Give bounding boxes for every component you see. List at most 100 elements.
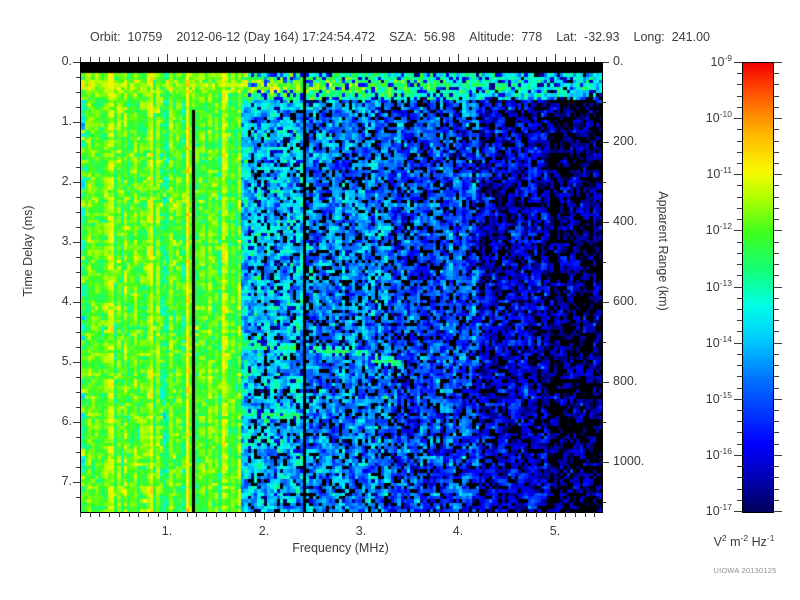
- y-axis-left-major-tick: [73, 242, 80, 243]
- y-axis-left-tick-label: 7.: [61, 474, 72, 488]
- colorbar-major-tick: [773, 230, 782, 231]
- y-axis-left-major-tick: [73, 422, 80, 423]
- x-axis-top-major-tick: [361, 54, 362, 62]
- y-axis-right-tick-label: 1000.: [613, 454, 645, 468]
- colorbar-tick-mantissa: 10: [705, 504, 720, 519]
- units-hertz-exponent: -1: [766, 533, 775, 543]
- y-axis-right-tick-label: 400.: [613, 214, 638, 228]
- colorbar: [742, 62, 774, 513]
- colorbar-major-tick: [773, 287, 782, 288]
- colorbar-major-tick: [773, 174, 782, 175]
- colorbar-major-tick: [734, 230, 742, 231]
- colorbar-units-label: V2 m-2 Hz-1: [688, 533, 800, 549]
- colorbar-tick-mantissa: 10: [705, 223, 720, 238]
- colorbar-tick-label: 10-16: [666, 446, 732, 462]
- colorbar-major-tick: [773, 118, 782, 119]
- colorbar-tick-exponent: -14: [719, 334, 732, 344]
- units-volts: V: [713, 535, 722, 550]
- ionogram-plot-area: [80, 62, 603, 513]
- colorbar-tick-label: 10-14: [666, 334, 732, 350]
- units-meters-exponent: -2: [740, 533, 749, 543]
- x-axis-tick-label: 5.: [549, 524, 561, 538]
- x-axis-major-tick: [361, 512, 362, 520]
- colorbar-tick-exponent: -11: [720, 165, 732, 175]
- colorbar-tick-label: 10-15: [666, 390, 732, 406]
- colorbar-tick-exponent: -12: [719, 221, 732, 231]
- colorbar-tick-mantissa: 10: [705, 336, 720, 351]
- y-axis-left-tick-label: 3.: [61, 234, 72, 248]
- colorbar-major-tick: [773, 62, 782, 63]
- colorbar-major-tick: [773, 511, 782, 512]
- colorbar-tick-label: 10-9: [666, 53, 732, 69]
- y-axis-right-major-tick: [602, 222, 609, 223]
- y-axis-left-tick-label: 2.: [61, 174, 72, 188]
- colorbar-major-tick: [734, 343, 742, 344]
- y-axis-right-major-tick: [602, 62, 609, 63]
- colorbar-tick-mantissa: 10: [705, 392, 720, 407]
- colorbar-major-tick: [734, 174, 742, 175]
- colorbar-tick-exponent: -16: [719, 446, 732, 456]
- y-axis-left-title: Time Delay (ms): [21, 205, 35, 297]
- x-axis-tick-label: 4.: [452, 524, 464, 538]
- sza-value: 56.98: [423, 30, 456, 44]
- credit-text: UIOWA 20130125: [713, 566, 777, 575]
- colorbar-major-tick: [734, 511, 742, 512]
- ionogram-heatmap-canvas: [81, 63, 602, 512]
- x-axis-major-tick: [458, 512, 459, 520]
- x-axis-major-tick: [264, 512, 265, 520]
- x-axis-major-tick: [555, 512, 556, 520]
- units-volts-exponent: 2: [721, 533, 727, 543]
- colorbar-tick-exponent: -15: [719, 390, 732, 400]
- colorbar-tick-label: 10-11: [666, 165, 732, 181]
- header-info-line: Orbit: 10759 2012-06-12 (Day 164) 17:24:54…: [0, 30, 800, 44]
- colorbar-tick-label: 10-12: [666, 221, 732, 237]
- y-axis-left-tick-label: 4.: [61, 294, 72, 308]
- colorbar-tick-mantissa: 10: [706, 167, 721, 182]
- units-meters: m: [726, 535, 741, 550]
- y-axis-right-title: Apparent Range (km): [656, 191, 670, 311]
- colorbar-major-tick: [734, 455, 742, 456]
- y-axis-left-major-tick: [73, 362, 80, 363]
- longitude-label: Long:: [633, 30, 665, 44]
- y-axis-left-tick-label: 0.: [61, 54, 72, 68]
- y-axis-right-major-tick: [602, 302, 609, 303]
- x-axis-top-major-tick: [264, 54, 265, 62]
- x-axis-top-major-tick: [555, 54, 556, 62]
- colorbar-tick-label: 10-17: [666, 502, 732, 518]
- y-axis-right-tick-label: 600.: [613, 294, 638, 308]
- x-axis-tick-label: 1.: [161, 524, 173, 538]
- colorbar-tick-exponent: -10: [719, 109, 732, 119]
- x-axis-tick-label: 3.: [355, 524, 367, 538]
- colorbar-tick-label: 10-13: [666, 278, 732, 294]
- y-axis-left-major-tick: [73, 182, 80, 183]
- colorbar-major-tick: [773, 455, 782, 456]
- sza-label: SZA:: [389, 30, 417, 44]
- orbit-label: Orbit:: [89, 30, 121, 44]
- altitude-value: 778: [521, 30, 543, 44]
- x-axis-top-major-tick: [167, 54, 168, 62]
- y-axis-right-tick-label: 0.: [613, 54, 624, 68]
- y-axis-right-major-tick: [602, 142, 609, 143]
- colorbar-tick-exponent: -17: [719, 502, 732, 512]
- y-axis-left-major-tick: [73, 482, 80, 483]
- colorbar-tick-mantissa: 10: [710, 55, 725, 70]
- altitude-label: Altitude:: [469, 30, 515, 44]
- units-hertz: Hz: [748, 535, 767, 550]
- latitude-value: -32.93: [584, 30, 620, 44]
- colorbar-major-tick: [773, 343, 782, 344]
- longitude-value: 241.00: [671, 30, 711, 44]
- colorbar-tick-mantissa: 10: [705, 111, 720, 126]
- y-axis-right-tick-label: 800.: [613, 374, 638, 388]
- y-axis-right-major-tick: [602, 382, 609, 383]
- colorbar-major-tick: [734, 118, 742, 119]
- y-axis-left-tick-label: 5.: [61, 354, 72, 368]
- y-axis-left-tick-label: 1.: [61, 114, 72, 128]
- colorbar-tick-exponent: -13: [719, 278, 732, 288]
- x-axis-title: Frequency (MHz): [292, 541, 389, 555]
- y-axis-right-tick-label: 200.: [613, 134, 638, 148]
- orbit-value: 10759: [127, 30, 163, 44]
- colorbar-major-tick: [734, 399, 742, 400]
- colorbar-tick-label: 10-10: [666, 109, 732, 125]
- colorbar-gradient-canvas: [743, 63, 773, 512]
- colorbar-tick-mantissa: 10: [705, 448, 720, 463]
